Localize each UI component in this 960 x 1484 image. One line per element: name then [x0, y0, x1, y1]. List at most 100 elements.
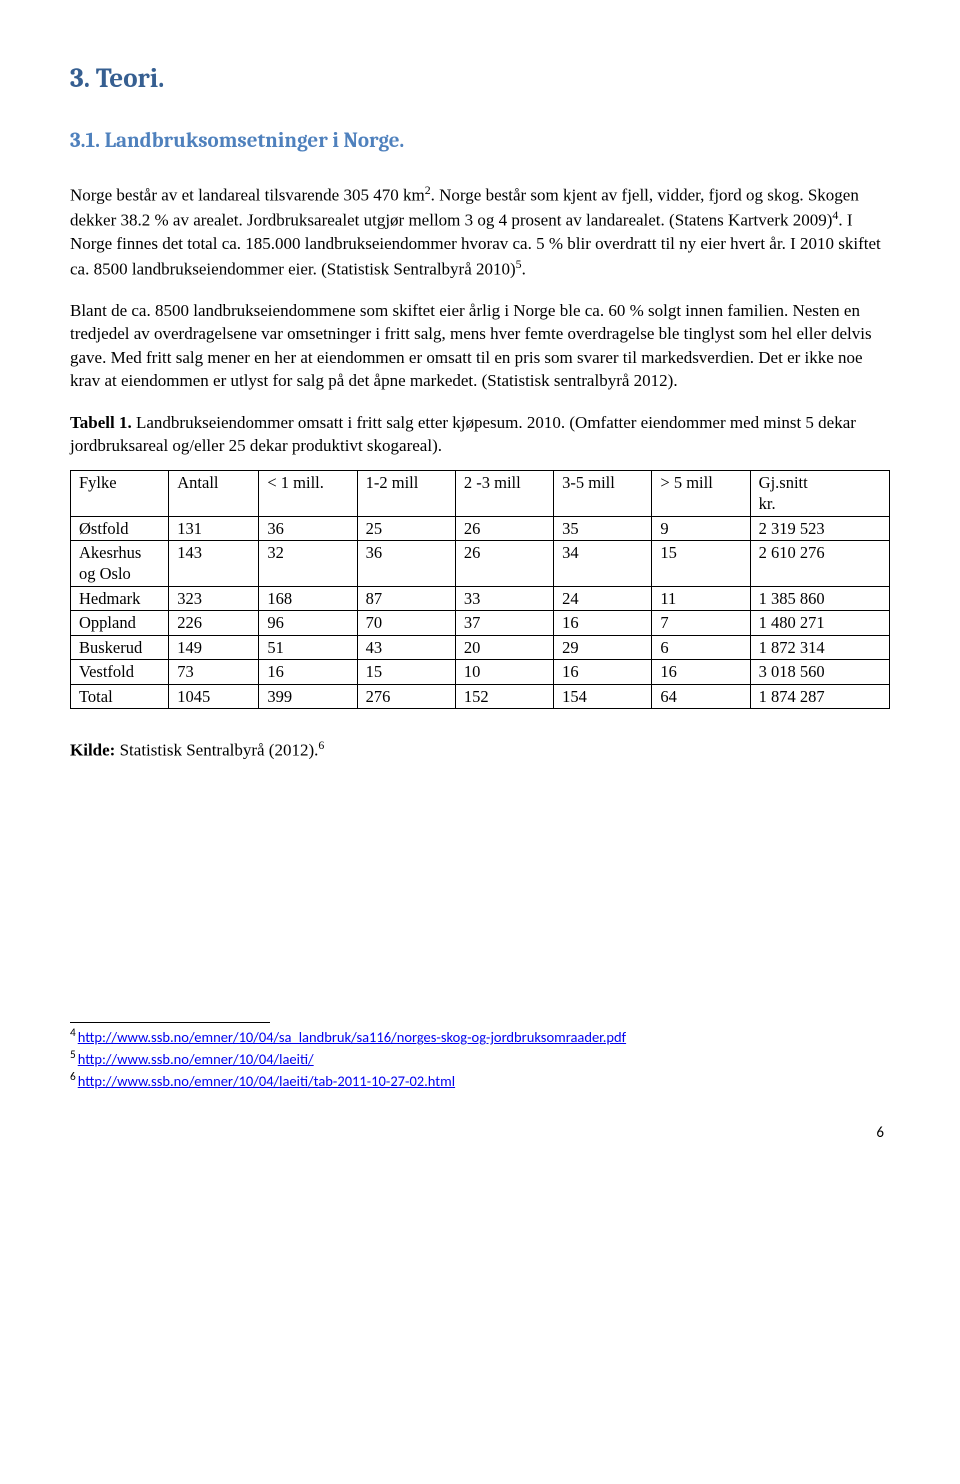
table-cell: 131: [169, 516, 259, 540]
table-cell: 11: [652, 586, 750, 610]
subsection-heading: 3.1. Landbruksomsetninger i Norge.: [70, 127, 890, 156]
footnote-link[interactable]: http://www.ssb.no/emner/10/04/laeiti/tab…: [78, 1072, 455, 1090]
footnotes-block: 4http://www.ssb.no/emner/10/04/sa_landbr…: [70, 1022, 890, 1090]
table-cell: 16: [652, 660, 750, 684]
table-cell: 143: [169, 541, 259, 587]
subsection-title-text: Landbruksomsetninger i Norge.: [105, 129, 405, 153]
source-label: Kilde:: [70, 741, 115, 760]
table-cell: 154: [554, 684, 652, 708]
table-cell: 2 319 523: [750, 516, 889, 540]
table-cell: 36: [357, 541, 455, 587]
footnote-link[interactable]: http://www.ssb.no/emner/10/04/laeiti/: [78, 1050, 314, 1068]
table-cell: 51: [259, 635, 357, 659]
table-cell: 24: [554, 586, 652, 610]
table-cell: 37: [455, 611, 553, 635]
page-number: 6: [70, 1123, 890, 1144]
table-cell: 33: [455, 586, 553, 610]
table-cell: 15: [652, 541, 750, 587]
table-cell: 7: [652, 611, 750, 635]
table-row: Buskerud1495143202961 872 314: [71, 635, 890, 659]
section-title-text: Teori.: [96, 63, 164, 94]
footnote-number: 4: [70, 1026, 76, 1040]
table-row: Østfold1313625263592 319 523: [71, 516, 890, 540]
table-cell: 3 018 560: [750, 660, 889, 684]
footnote: 6http://www.ssb.no/emner/10/04/laeiti/ta…: [70, 1070, 890, 1091]
footnote: 5http://www.ssb.no/emner/10/04/laeiti/: [70, 1048, 890, 1069]
table-cell: 323: [169, 586, 259, 610]
table-row: Oppland2269670371671 480 271: [71, 611, 890, 635]
table-row: Total1045399276152154641 874 287: [71, 684, 890, 708]
table-header-cell: > 5 mill: [652, 470, 750, 516]
source-text: Statistisk Sentralbyrå (2012).: [115, 741, 318, 760]
table-cell: 64: [652, 684, 750, 708]
table-cell: 36: [259, 516, 357, 540]
footnote-rule: [70, 1022, 270, 1023]
table-cell: 26: [455, 541, 553, 587]
table-cell: 96: [259, 611, 357, 635]
paragraph-2: Blant de ca. 8500 landbrukseiendommene s…: [70, 299, 890, 393]
source-line: Kilde: Statistisk Sentralbyrå (2012).6: [70, 737, 890, 762]
table-cell: 226: [169, 611, 259, 635]
table-cell: Hedmark: [71, 586, 169, 610]
table-cell: 9: [652, 516, 750, 540]
table-cell: 149: [169, 635, 259, 659]
table-row: Hedmark323168873324111 385 860: [71, 586, 890, 610]
table-cell: 16: [554, 611, 652, 635]
table-cell: Total: [71, 684, 169, 708]
table-cell: 2 610 276: [750, 541, 889, 587]
footnote: 4http://www.ssb.no/emner/10/04/sa_landbr…: [70, 1026, 890, 1047]
table-row: Akesrhusog Oslo14332362634152 610 276: [71, 541, 890, 587]
table-cell: 15: [357, 660, 455, 684]
table-cell: 29: [554, 635, 652, 659]
table-header-cell: 2 -3 mill: [455, 470, 553, 516]
table-cell: 276: [357, 684, 455, 708]
table-cell: 1 385 860: [750, 586, 889, 610]
table-cell: 1 874 287: [750, 684, 889, 708]
table-cell: 1 480 271: [750, 611, 889, 635]
table-cell: 25: [357, 516, 455, 540]
table-header-cell: < 1 mill.: [259, 470, 357, 516]
table-caption-label: Tabell 1.: [70, 413, 132, 432]
table-row: Vestfold7316151016163 018 560: [71, 660, 890, 684]
subsection-number: 3.1.: [70, 129, 100, 153]
paragraph-1: Norge består av et landareal tilsvarende…: [70, 182, 890, 281]
table-cell: 16: [554, 660, 652, 684]
footnote-number: 6: [70, 1070, 76, 1084]
table-caption: Tabell 1. Landbrukseiendommer omsatt i f…: [70, 411, 890, 458]
table-header-cell: Fylke: [71, 470, 169, 516]
table-cell: 16: [259, 660, 357, 684]
table-cell: 34: [554, 541, 652, 587]
table-header-cell: 1-2 mill: [357, 470, 455, 516]
table-cell: Akesrhusog Oslo: [71, 541, 169, 587]
table-cell: 1045: [169, 684, 259, 708]
section-number: 3.: [70, 63, 90, 94]
table-cell: Buskerud: [71, 635, 169, 659]
table-cell: 1 872 314: [750, 635, 889, 659]
table-header-cell: Antall: [169, 470, 259, 516]
table-cell: 35: [554, 516, 652, 540]
footnote-number: 5: [70, 1048, 76, 1062]
footnote-link[interactable]: http://www.ssb.no/emner/10/04/sa_landbru…: [78, 1028, 626, 1046]
table-cell: 43: [357, 635, 455, 659]
table-header-cell: Gj.snittkr.: [750, 470, 889, 516]
table-cell: 20: [455, 635, 553, 659]
table-cell: 87: [357, 586, 455, 610]
table-cell: 399: [259, 684, 357, 708]
table-header-cell: 3-5 mill: [554, 470, 652, 516]
p1-part-d: .: [522, 260, 526, 279]
table-cell: Østfold: [71, 516, 169, 540]
table-cell: Oppland: [71, 611, 169, 635]
section-heading: 3. Teori.: [70, 60, 890, 97]
data-table: FylkeAntall< 1 mill.1-2 mill2 -3 mill3-5…: [70, 470, 890, 709]
table-cell: 10: [455, 660, 553, 684]
table-cell: 168: [259, 586, 357, 610]
table-cell: Vestfold: [71, 660, 169, 684]
p1-part-a: Norge består av et landareal tilsvarende…: [70, 186, 425, 205]
table-cell: 6: [652, 635, 750, 659]
table-cell: 70: [357, 611, 455, 635]
table-cell: 152: [455, 684, 553, 708]
table-cell: 26: [455, 516, 553, 540]
table-cell: 32: [259, 541, 357, 587]
table-cell: 73: [169, 660, 259, 684]
table-caption-text: Landbrukseiendommer omsatt i fritt salg …: [70, 413, 856, 455]
